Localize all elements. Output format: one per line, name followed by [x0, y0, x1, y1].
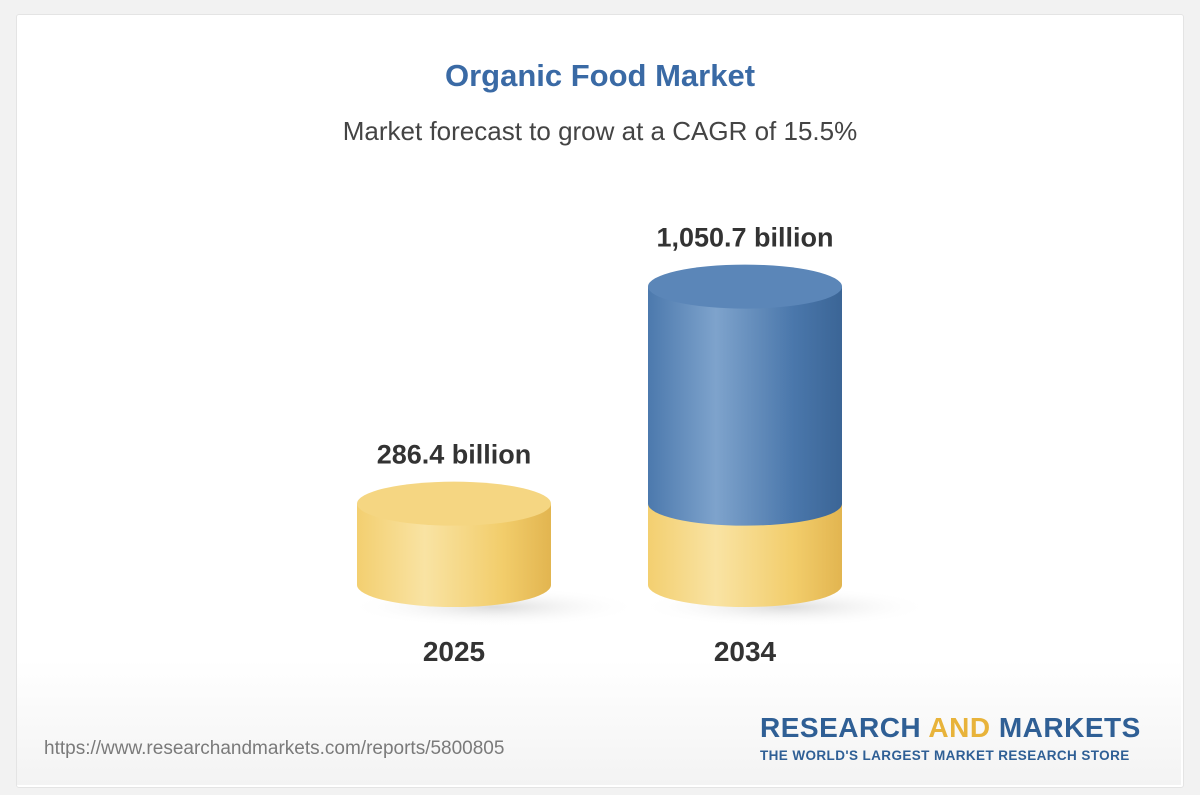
cyl-2025-base-segment — [357, 503, 551, 607]
cyl-2034-growth-segment — [648, 286, 842, 526]
logo-word-markets: MARKETS — [998, 712, 1141, 743]
footer-band — [17, 660, 1181, 785]
logo-tagline: THE WORLD'S LARGEST MARKET RESEARCH STOR… — [760, 748, 1130, 763]
research-and-markets-logo[interactable]: RESEARCH AND MARKETS THE WORLD'S LARGEST… — [760, 712, 1160, 763]
cyl-2025-category-label: 2025 — [423, 636, 485, 667]
logo-word-research: RESEARCH — [760, 712, 922, 743]
chart-subtitle: Market forecast to grow at a CAGR of 15.… — [342, 116, 858, 146]
cyl-2025-top — [357, 481, 551, 526]
logo-wordmark: RESEARCH AND MARKETS — [760, 712, 1160, 744]
source-url[interactable]: https://www.researchandmarkets.com/repor… — [44, 738, 505, 759]
cyl-2034-value-label: 1,050.7 billion — [656, 223, 833, 253]
cyl-2025-value-label: 286.4 billion — [377, 440, 532, 470]
cyl-2034-top — [648, 264, 842, 309]
chart-title: Organic Food Market — [444, 58, 756, 93]
cyl-2034-category-label: 2034 — [714, 636, 777, 667]
logo-word-and: AND — [928, 712, 991, 743]
cyl-2034-base-segment — [648, 503, 842, 607]
chart-card — [16, 14, 1184, 788]
